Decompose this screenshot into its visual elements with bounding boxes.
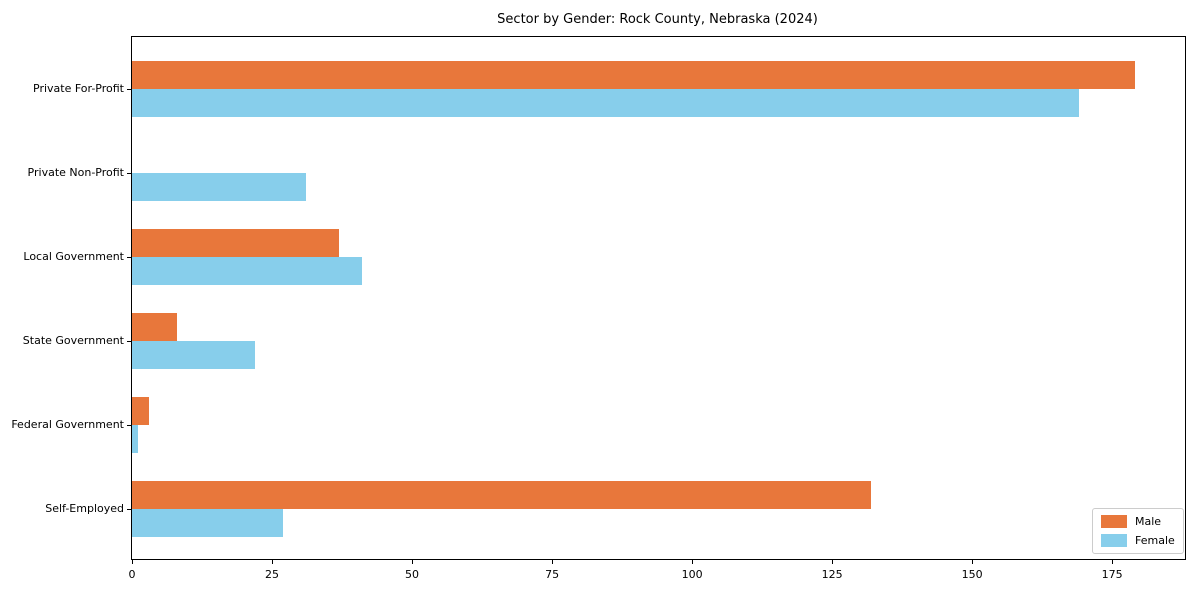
plot-area: Private For-Profit Private Non-Profit Loca… bbox=[11, 36, 1186, 581]
bar-male-federal-government bbox=[132, 397, 149, 425]
bar-male-private-for-profit bbox=[132, 61, 1135, 89]
x-axis-tick bbox=[132, 560, 134, 564]
x-axis-tick-label-100: 100 bbox=[681, 568, 703, 581]
bar-female-private-non-profit bbox=[132, 173, 306, 201]
y-axis-tick bbox=[127, 173, 131, 175]
bar-female-self-employed bbox=[132, 509, 284, 537]
bar-female-private-for-profit bbox=[132, 89, 1079, 117]
y-axis-label-local-government: Local Government bbox=[23, 250, 124, 263]
y-axis-label-self-employed: Self-Employed bbox=[45, 502, 124, 515]
x-axis-tick bbox=[412, 560, 414, 564]
y-axis-tick bbox=[127, 425, 131, 427]
y-axis-tick bbox=[127, 341, 131, 343]
x-axis-tick bbox=[972, 560, 974, 564]
x-axis-tick bbox=[552, 560, 554, 564]
x-axis-tick-label-175: 175 bbox=[1101, 568, 1123, 581]
x-axis-tick-label-50: 50 bbox=[405, 568, 420, 581]
y-axis-label-private-for-profit: Private For-Profit bbox=[33, 82, 124, 95]
x-axis-tick bbox=[272, 560, 274, 564]
legend-label-female: Female bbox=[1135, 534, 1175, 547]
y-axis-tick bbox=[127, 89, 131, 91]
legend: Male Female bbox=[1092, 508, 1184, 554]
bar-female-state-government bbox=[132, 341, 256, 369]
legend-item-male: Male bbox=[1101, 515, 1175, 528]
y-axis-label-state-government: State Government bbox=[22, 334, 124, 347]
x-axis-tick bbox=[1112, 560, 1114, 564]
x-axis-tick-label-125: 125 bbox=[821, 568, 843, 581]
x-axis-tick-label-0: 0 bbox=[128, 568, 136, 581]
x-axis-tick-label-150: 150 bbox=[961, 568, 983, 581]
bar-female-local-government bbox=[132, 257, 362, 285]
y-axis-tick bbox=[127, 509, 131, 511]
y-axis-label-private-non-profit: Private Non-Profit bbox=[27, 166, 124, 179]
legend-swatch-female bbox=[1101, 534, 1127, 547]
bar-male-self-employed bbox=[132, 481, 872, 509]
x-axis-tick-label-25: 25 bbox=[265, 568, 280, 581]
bar-male-local-government bbox=[132, 229, 340, 257]
y-axis-tick bbox=[127, 257, 131, 259]
y-axis-label-federal-government: Federal Government bbox=[11, 418, 124, 431]
legend-label-male: Male bbox=[1135, 515, 1162, 528]
bar-female-federal-government bbox=[132, 425, 138, 453]
bar-male-state-government bbox=[132, 313, 177, 341]
chart-title: Sector by Gender: Rock County, Nebraska … bbox=[497, 12, 818, 27]
legend-swatch-male bbox=[1101, 515, 1127, 528]
x-axis-tick bbox=[832, 560, 834, 564]
x-axis-tick-label-75: 75 bbox=[545, 568, 560, 581]
legend-item-female: Female bbox=[1101, 534, 1175, 547]
x-axis-tick bbox=[692, 560, 694, 564]
